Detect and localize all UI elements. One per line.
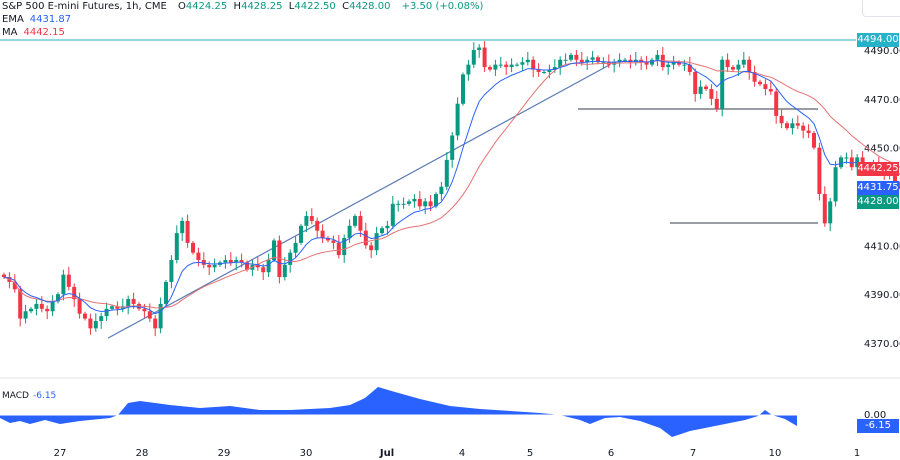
chart-legend: S&P 500 E-mini Futures, 1h, CME O4424.25…: [2, 0, 483, 39]
ma-label: MA: [2, 27, 18, 38]
resistance-price-tag: 4494.00: [857, 33, 899, 47]
ema-value: 4431.87: [29, 14, 72, 25]
macd-zero-tick: 0.00: [864, 410, 886, 421]
price-tick: 4470.00: [864, 95, 900, 106]
price-tick: 4370.00: [864, 339, 900, 350]
time-tick: 10: [768, 448, 782, 459]
candles: [2, 41, 900, 337]
open-label: O: [177, 1, 186, 12]
time-tick: 28: [135, 448, 149, 459]
time-tick: Jul: [379, 448, 395, 459]
change-value: +3.50 (+0.08%): [401, 1, 484, 12]
low-value: 4422.50: [294, 1, 336, 12]
macd-value-tag: -6.15: [857, 419, 899, 433]
time-tick: 29: [217, 448, 231, 459]
ema-price-tag: 4431.75: [857, 181, 899, 195]
ohlc-values: O4424.25 H4428.25 L4422.50 C4428.00: [178, 1, 394, 12]
open-value: 4424.25: [185, 1, 228, 12]
close-label: C: [342, 1, 350, 12]
macd-legend[interactable]: MACD -6.15: [2, 391, 56, 401]
time-tick: 30: [299, 448, 313, 459]
time-tick: 6: [607, 448, 615, 459]
price-axis: 4490.00 4470.00 4450.00 4410.00 4390.00 4370.…: [864, 46, 900, 350]
high-value: 4428.25: [241, 1, 283, 12]
high-label: H: [233, 1, 242, 12]
macd-area: [0, 387, 797, 437]
price-tick: 4410.00: [864, 241, 900, 252]
time-tick: 1: [853, 448, 861, 459]
ema-line: [3, 59, 900, 315]
macd-label: MACD: [2, 391, 29, 401]
price-tick: 4390.00: [864, 290, 900, 301]
time-tick: 5: [526, 448, 534, 459]
corner-button[interactable]: [862, 0, 900, 17]
ema-label: EMA: [2, 14, 24, 25]
time-tick: 7: [689, 448, 697, 459]
last-price-tag: 4428.00: [857, 195, 899, 209]
ma-value: 4442.15: [23, 27, 65, 38]
close-value: 4428.00: [349, 1, 391, 12]
ma-price-tag: 4442.25: [857, 162, 899, 176]
symbol-row: S&P 500 E-mini Futures, 1h, CME O4424.25…: [2, 0, 483, 13]
ma-line: [3, 60, 900, 309]
price-tick: 4450.00: [864, 144, 900, 155]
time-tick: 4: [458, 448, 466, 459]
ema-legend[interactable]: EMA 4431.87: [2, 13, 483, 26]
symbol-title[interactable]: S&P 500 E-mini Futures, 1h, CME: [2, 1, 167, 12]
ma-legend[interactable]: MA 4442.15: [2, 26, 483, 39]
macd-value: -6.15: [32, 391, 57, 401]
trendline[interactable]: [107, 64, 611, 339]
time-tick: 27: [53, 448, 67, 459]
price-tick: 4490.00: [864, 46, 900, 57]
low-label: L: [288, 1, 295, 12]
